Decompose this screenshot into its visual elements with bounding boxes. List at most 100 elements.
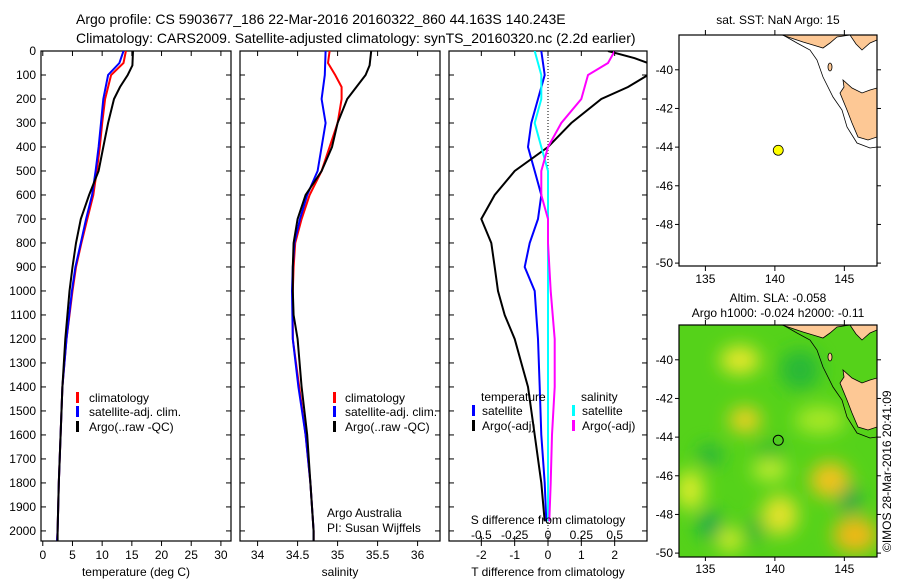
salinity-axis-label: salinity: [322, 565, 359, 579]
sst-map-title: sat. SST: NaN Argo: 15: [716, 13, 840, 27]
legend-label: climatology: [345, 391, 405, 405]
sla-map-title: Altim. SLA: -0.058: [730, 291, 827, 305]
imos-credit: ©IMOS 28-Mar-2016 20:41:09: [880, 390, 894, 552]
depth-tick-label: 200: [16, 92, 36, 106]
sla-map-subtitle: Argo h1000: -0.024 h2000: -0.11: [692, 306, 865, 320]
map-lon-label: 140: [765, 272, 785, 286]
argo-float-position: [772, 144, 784, 156]
map-lat-label: -46: [656, 469, 674, 483]
map-lat-label: -46: [656, 179, 674, 193]
t-difference-axis-label: T difference from climatology: [471, 565, 625, 579]
x-tick-label: 15: [125, 548, 139, 562]
depth-tick-label: 1900: [9, 500, 36, 514]
depth-tick-label: 1400: [9, 380, 36, 394]
x2-tick-label: 0: [545, 528, 552, 542]
legend-label: satellite: [582, 404, 623, 418]
king-island: [827, 352, 833, 362]
depth-tick-label: 600: [16, 188, 36, 202]
depth-tick-label: 1000: [9, 284, 36, 298]
map-lon-label: 140: [765, 562, 785, 576]
salinity-series: [290, 51, 373, 541]
mainland-australia: [781, 325, 877, 341]
legend-swatch-argo: [76, 421, 79, 432]
legend-swatch-argo: [333, 421, 336, 432]
legend-swatch-satellite: [76, 406, 79, 417]
x-tick-label: 36: [411, 548, 425, 562]
annotation-argo-australia: Argo Australia: [327, 506, 402, 520]
legend-title-temperature: temperature: [481, 390, 546, 404]
depth-tick-label: 0: [29, 44, 36, 58]
depth-tick-label: 300: [16, 116, 36, 130]
series-climatology: [56, 51, 127, 541]
depth-tick-label: 1800: [9, 476, 36, 490]
x2-tick-label: -0.25: [501, 528, 529, 542]
depth-tick-label: 700: [16, 212, 36, 226]
map-lon-label: 145: [834, 562, 854, 576]
legend-title-salinity: salinity: [581, 390, 618, 404]
x-tick-label: 5: [69, 548, 76, 562]
x-tick-label: 2: [611, 548, 618, 562]
sla-map-frame: [678, 324, 878, 558]
x-tick-label: 25: [185, 548, 199, 562]
difference-series: [480, 51, 647, 541]
sla-map: [678, 324, 878, 558]
map-lon-label: 135: [695, 272, 715, 286]
king-island: [827, 62, 833, 72]
salinity-plot-frame: [239, 50, 441, 542]
argo-float-position: [772, 434, 784, 446]
depth-tick-label: 500: [16, 164, 36, 178]
map-lat-label: -44: [656, 430, 674, 444]
series-argo-raw-qc-: [56, 51, 134, 541]
map-lat-label: -48: [656, 217, 674, 231]
depth-tick-label: 1500: [9, 404, 36, 418]
x-tick-label: -2: [476, 548, 487, 562]
series-t-argo-adj-: [480, 51, 647, 522]
sst-map: [678, 34, 878, 267]
x-tick-label: -1: [509, 548, 520, 562]
map-lat-label: -40: [656, 63, 674, 77]
map-lat-label: -40: [656, 353, 674, 367]
temperature-plot-frame: [40, 50, 232, 542]
series-satellite-adj-clim-: [56, 51, 125, 541]
x-tick-label: 20: [155, 548, 169, 562]
legend-label: Argo(-adj): [482, 419, 535, 433]
map-lat-label: -50: [656, 546, 674, 560]
legend-label: satellite: [482, 404, 523, 418]
bathymetry-contour: [782, 325, 877, 439]
x2-tick-label: 0.5: [606, 528, 623, 542]
map-lat-label: -48: [656, 507, 674, 521]
series-argo-raw-qc-: [291, 51, 373, 541]
x-tick-label: 10: [95, 548, 109, 562]
depth-tick-label: 1300: [9, 356, 36, 370]
x-tick-label: 35: [331, 548, 345, 562]
map-lon-label: 145: [834, 272, 854, 286]
depth-tick-label: 1700: [9, 452, 36, 466]
depth-tick-label: 1100: [10, 308, 36, 322]
x-tick-label: 34.5: [286, 548, 310, 562]
legend-swatch-climatology: [76, 392, 79, 403]
temperature-legend: climatology satellite-adj. clim. Argo(..…: [76, 391, 181, 434]
x-tick-label: 35.5: [366, 548, 390, 562]
legend-swatch-t-argo: [472, 420, 475, 431]
sst-map-frame: [678, 34, 878, 267]
legend-swatch-satellite: [333, 406, 336, 417]
x2-tick-label: 0.25: [570, 528, 594, 542]
map-lat-label: -42: [656, 391, 674, 405]
depth-tick-label: 400: [16, 140, 36, 154]
depth-tick-label: 800: [16, 236, 36, 250]
series-t-satellite: [523, 51, 548, 522]
depth-tick-label: 2000: [9, 524, 36, 538]
temperature-axis-label: temperature (deg C): [82, 565, 190, 579]
legend-label: climatology: [89, 391, 149, 405]
tasmania: [839, 78, 878, 141]
map-lat-label: -50: [656, 256, 674, 270]
legend-swatch-s-argo: [572, 420, 575, 431]
map-lat-label: -44: [656, 140, 674, 154]
bathymetry-contour: [782, 34, 878, 149]
legend-swatch-climatology: [333, 392, 336, 403]
difference-legend: temperature salinity satellite Argo(-adj…: [472, 390, 635, 433]
series-s-argo-adj-: [540, 51, 616, 522]
legend-label: Argo(..raw -QC): [89, 420, 174, 434]
annotation-pi: PI: Susan Wijffels: [327, 521, 421, 535]
